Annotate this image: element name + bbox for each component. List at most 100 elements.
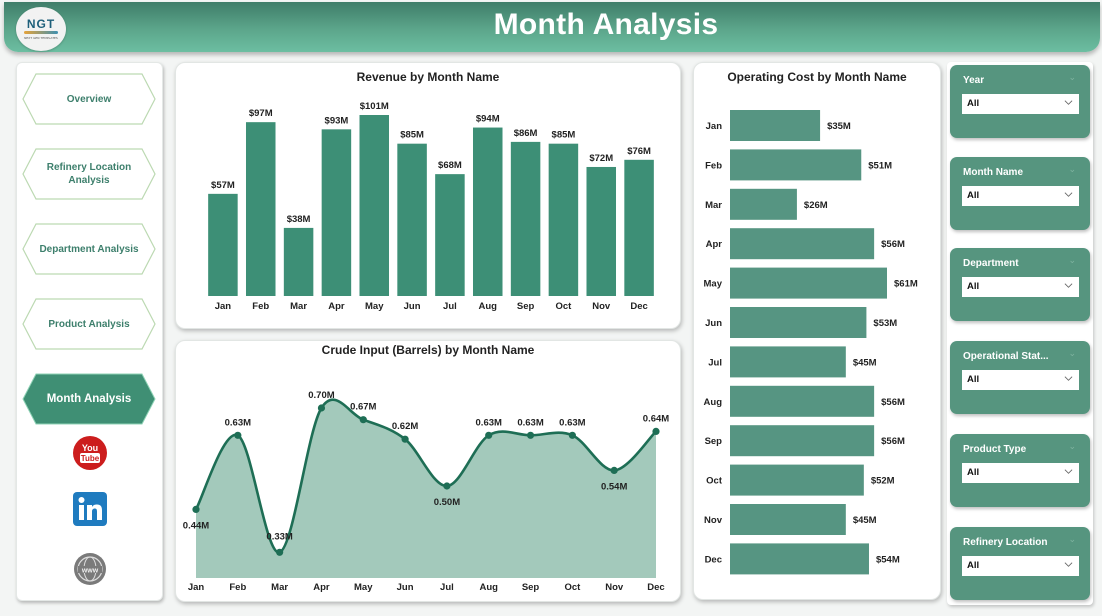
year-slicer-title: Year (963, 75, 985, 86)
operating-cost-y-tick: Sep (705, 436, 723, 447)
revenue-bar-apr[interactable] (321, 129, 352, 296)
operational-status-dropdown[interactable]: All (962, 370, 1079, 390)
department-slicer-title: Department (963, 258, 1019, 269)
crude-input-x-tick: Apr (313, 582, 330, 593)
crude-input-point-jan[interactable] (192, 505, 200, 513)
operating-cost-bar-chart: $35M Jan $51M Feb $26M Mar $56M Apr $61M May $53M J… (704, 110, 918, 575)
nav-product-button[interactable]: Product Analysis (22, 298, 156, 350)
chevron-down-icon (1064, 469, 1073, 474)
nav-month-analysis-button[interactable]: Month Analysis (22, 373, 156, 425)
hexagon-shape-icon (22, 223, 156, 275)
linkedin-link[interactable] (72, 492, 107, 530)
operating-cost-bar-jul[interactable] (730, 346, 846, 378)
operating-cost-bar-aug[interactable] (730, 385, 875, 417)
month-name-slicer: Month Name ⌄ All (950, 157, 1090, 230)
department-dropdown-value: All (967, 281, 980, 292)
revenue-data-label: $76M (627, 146, 651, 157)
website-link[interactable]: www (73, 552, 107, 590)
crude-input-point-may[interactable] (359, 416, 367, 424)
operating-cost-bar-may[interactable] (730, 267, 887, 299)
crude-input-point-jun[interactable] (401, 435, 409, 443)
operating-cost-bar-dec[interactable] (730, 543, 869, 575)
operating-cost-bar-feb[interactable] (730, 149, 862, 181)
crude-input-point-sep[interactable] (526, 431, 535, 439)
crude-input-point-oct[interactable] (568, 431, 576, 439)
crude-input-x-tick: May (354, 582, 373, 593)
operating-cost-y-tick: Nov (704, 515, 723, 526)
crude-input-x-tick: Aug (479, 582, 498, 593)
operational-status-slicer-title: Operational Stat... (963, 351, 1049, 362)
revenue-bar-dec[interactable] (624, 159, 654, 296)
revenue-data-label: $72M (589, 153, 613, 164)
operating-cost-data-label: $56M (881, 239, 905, 250)
page-title: Month Analysis (493, 8, 719, 41)
crude-input-x-tick: Feb (229, 582, 246, 593)
chevron-down-icon (1064, 376, 1073, 381)
revenue-bar-chart: $57M Jan $97M Feb $38M Mar $93M Apr $101M May $85M… (208, 101, 654, 312)
refinery-location-dropdown[interactable]: All (962, 556, 1079, 576)
operating-cost-bar-apr[interactable] (730, 228, 875, 260)
crude-input-x-tick: Nov (605, 582, 624, 593)
collapse-chevron-icon[interactable]: ⌄ (1068, 256, 1076, 266)
crude-input-point-mar[interactable] (276, 548, 284, 556)
operating-cost-data-label: $56M (881, 397, 905, 408)
nav-overview-button[interactable]: Overview (22, 73, 156, 125)
crude-input-point-jul[interactable] (443, 482, 451, 490)
operating-cost-data-label: $26M (804, 200, 828, 211)
operating-cost-bar-sep[interactable] (730, 425, 875, 457)
crude-input-data-label: 0.33M (266, 531, 292, 542)
nav-month-analysis-label: Month Analysis (46, 392, 132, 405)
revenue-bar-jan[interactable] (208, 193, 238, 296)
collapse-chevron-icon[interactable]: ⌄ (1068, 73, 1076, 83)
revenue-bar-aug[interactable] (472, 127, 503, 296)
operating-cost-bar-jan[interactable] (730, 110, 821, 141)
operating-cost-bar-mar[interactable] (730, 188, 797, 220)
product-type-dropdown[interactable]: All (962, 463, 1079, 483)
youtube-link[interactable]: You Tube (72, 435, 108, 475)
revenue-bar-mar[interactable] (283, 227, 314, 296)
collapse-chevron-icon[interactable]: ⌄ (1068, 349, 1076, 359)
revenue-data-label: $93M (325, 115, 349, 126)
revenue-bar-jun[interactable] (397, 143, 427, 296)
revenue-bar-may[interactable] (359, 115, 390, 296)
month-name-dropdown[interactable]: All (962, 186, 1079, 206)
nav-department-button[interactable]: Department Analysis (22, 223, 156, 275)
nav-refinery-location-label: Refinery Location Analysis (46, 162, 132, 186)
collapse-chevron-icon[interactable]: ⌄ (1068, 535, 1076, 545)
operating-cost-data-label: $53M (873, 318, 897, 329)
chevron-down-icon (1064, 192, 1073, 197)
revenue-bar-sep[interactable] (510, 141, 541, 296)
crude-input-data-label: 0.63M (517, 417, 543, 428)
revenue-data-label: $101M (360, 101, 389, 112)
crude-input-x-tick: Jun (397, 582, 414, 593)
revenue-bar-oct[interactable] (548, 143, 579, 296)
operating-cost-data-label: $61M (894, 279, 918, 290)
hexagon-shape-icon (22, 148, 156, 200)
revenue-x-tick: Jan (215, 301, 232, 312)
crude-input-point-dec[interactable] (652, 427, 660, 435)
revenue-bar-jul[interactable] (435, 174, 465, 296)
operating-cost-bar-jun[interactable] (730, 307, 867, 338)
collapse-chevron-icon[interactable]: ⌄ (1068, 442, 1076, 452)
revenue-bar-feb[interactable] (245, 122, 276, 296)
logo-tagline: NEXT GEN TEMPLATES (24, 36, 58, 40)
hexagon-shape-icon (22, 73, 156, 125)
collapse-chevron-icon[interactable]: ⌄ (1068, 165, 1076, 175)
year-dropdown[interactable]: All (962, 94, 1079, 114)
nav-refinery-location-button[interactable]: Refinery Location Analysis (22, 148, 156, 200)
year-dropdown-value: All (967, 98, 980, 109)
crude-input-point-aug[interactable] (485, 431, 493, 439)
operating-cost-y-tick: Dec (705, 554, 722, 565)
operating-cost-bar-nov[interactable] (730, 504, 846, 535)
crude-input-point-apr[interactable] (317, 404, 326, 412)
department-dropdown[interactable]: All (962, 277, 1079, 297)
revenue-bar-nov[interactable] (586, 166, 617, 296)
crude-input-point-nov[interactable] (610, 466, 618, 474)
operating-cost-data-label: $51M (868, 160, 892, 171)
crude-input-point-feb[interactable] (234, 431, 242, 439)
operational-status-dropdown-value: All (967, 374, 980, 385)
operating-cost-bar-oct[interactable] (730, 464, 864, 496)
revenue-chart-card: Revenue by Month Name $57M Jan $97M Feb $38M… (175, 62, 681, 329)
nav-overview-label: Overview (66, 93, 112, 105)
revenue-data-label: $85M (552, 130, 576, 141)
